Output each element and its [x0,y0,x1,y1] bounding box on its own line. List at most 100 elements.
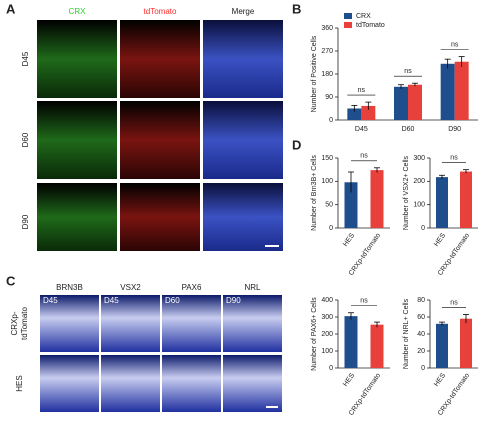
significance-label: ns [451,41,459,48]
row-label: tdTomato [20,306,29,339]
row-label: D45 [21,51,30,66]
y-tick-label: 0 [329,225,333,232]
bar [436,177,448,228]
bar [347,108,362,120]
y-tick-label: 300 [321,314,333,321]
column-header: PAX6 [182,283,202,292]
bar [394,86,408,120]
scale-bar [265,245,279,247]
y-tick-label: 90 [325,94,333,101]
y-axis-label: Number of Brn3B+ Cells [311,155,318,231]
bar [370,324,384,368]
y-tick-label: 150 [321,155,333,162]
micrograph [37,183,117,251]
significance-label: ns [358,87,366,94]
micrograph [203,183,283,251]
bar [460,171,472,228]
stage-label: D90 [226,296,241,305]
y-tick-label: 50 [325,202,333,209]
y-tick-label: 100 [413,202,425,209]
micrograph [162,355,221,412]
bar [361,105,376,120]
significance-label: ns [450,155,458,162]
bar [370,170,384,228]
micrograph [37,20,117,98]
y-tick-label: 0 [421,365,425,372]
micrograph [203,101,283,179]
y-tick-label: 60 [417,314,425,321]
column-header: tdTomato [144,7,177,16]
micrograph [120,183,200,251]
row-label: D90 [21,214,30,229]
x-tick-label: D45 [355,126,368,133]
column-header: CRX [69,7,87,16]
y-tick-label: 300 [413,155,425,162]
x-tick-label: D90 [448,126,461,133]
micrograph [40,295,99,352]
y-tick-label: 400 [321,297,333,304]
micrograph [120,101,200,179]
x-tick-label: HES [342,372,356,388]
y-tick-label: 200 [413,178,425,185]
y-tick-label: 100 [321,348,333,355]
micrograph [120,20,200,98]
significance-label: ns [360,153,368,160]
panel-label: C [6,273,16,288]
y-tick-label: 360 [321,25,333,32]
column-header: Merge [232,7,255,16]
y-tick-label: 270 [321,48,333,55]
column-header: NRL [244,283,261,292]
y-tick-label: 100 [321,178,333,185]
micrograph [162,295,221,352]
y-tick-label: 80 [417,297,425,304]
y-tick-label: 0 [329,117,333,124]
panel-label: A [6,1,16,16]
stage-label: D60 [165,296,180,305]
y-axis-label: Number of NRL+ Cells [403,298,410,369]
y-tick-label: 200 [321,331,333,338]
x-tick-label: D60 [402,126,415,133]
micrograph [223,355,282,412]
column-header: VSX2 [120,283,141,292]
bar [454,61,469,120]
bar [408,84,422,120]
y-tick-label: 40 [417,331,425,338]
row-label: CRXp- [10,311,19,335]
column-header: BRN3B [56,283,83,292]
y-axis-label: Number of Positive Cells [311,35,318,112]
micrograph [40,355,99,412]
micrograph [101,295,160,352]
significance-label: ns [360,298,368,305]
legend-swatch [344,22,352,28]
y-tick-label: 0 [329,365,333,372]
panel-label: D [292,137,301,152]
stage-label: D45 [43,296,58,305]
micrograph [223,295,282,352]
significance-label: ns [404,68,412,75]
micrograph [203,20,283,98]
scale-bar [266,406,278,408]
y-tick-label: 0 [421,225,425,232]
legend-swatch [344,13,352,19]
significance-label: ns [450,299,458,306]
x-tick-label: HES [433,372,447,388]
micrograph [37,101,117,179]
panel-label: B [292,1,301,16]
bar [460,318,472,368]
row-label: HES [15,375,24,391]
bar [436,323,448,368]
bar [344,182,358,228]
stage-label: D45 [104,296,119,305]
y-axis-label: Number of VSX2+ Cells [403,155,410,230]
row-label: D60 [21,132,30,147]
y-tick-label: 20 [417,348,425,355]
legend-label: CRX [356,13,371,20]
x-tick-label: HES [342,232,356,248]
y-tick-label: 180 [321,71,333,78]
bar [344,316,358,368]
x-tick-label: HES [433,232,447,248]
legend-label: tdTomato [356,22,385,29]
micrograph [101,355,160,412]
